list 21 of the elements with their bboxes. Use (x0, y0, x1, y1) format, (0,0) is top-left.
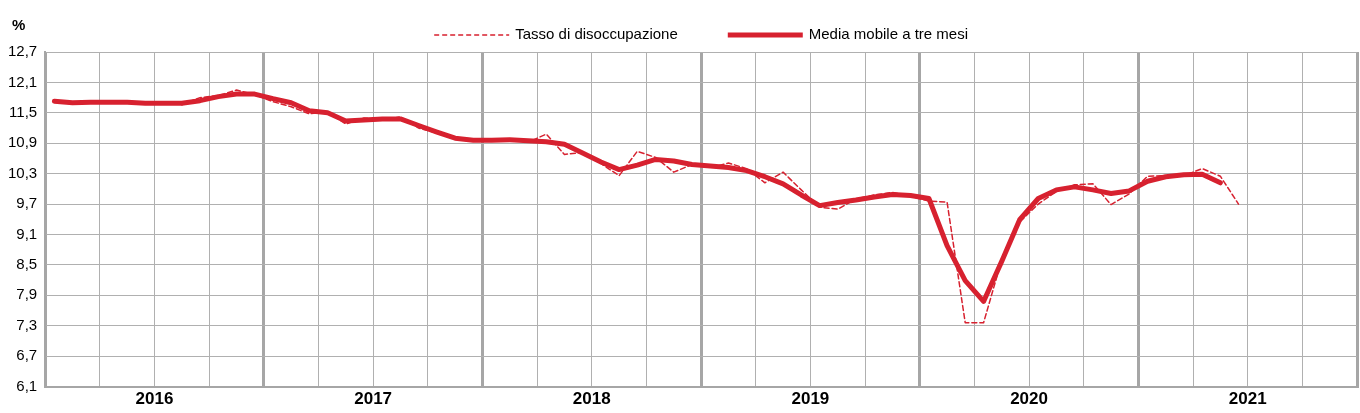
legend-label: Tasso di disoccupazione (515, 25, 678, 43)
y-tick-label: 6,1 (16, 376, 38, 394)
x-tick-label: 2019 (791, 389, 830, 409)
y-tick-label: 8,5 (16, 255, 38, 273)
y-tick-label: 10,9 (7, 133, 38, 151)
y-tick-label: 11,5 (9, 102, 38, 120)
y-tick-label: 7,9 (16, 285, 38, 303)
y-tick-label: 6,7 (16, 346, 38, 364)
y-tick-label: 10,3 (7, 163, 38, 181)
y-tick-label: 12,7 (7, 42, 38, 60)
y-tick-label: 12,1 (7, 72, 38, 90)
y-tick-label: 9,1 (16, 224, 38, 242)
y-tick-label: 7,3 (16, 315, 38, 333)
y-tick-label: 9,7 (16, 194, 38, 212)
x-tick-label: 2017 (354, 389, 393, 409)
x-tick-label: 2016 (135, 389, 174, 409)
y-axis-title: % (12, 16, 26, 34)
x-tick-label: 2018 (572, 389, 611, 409)
x-tick-label: 2020 (1010, 389, 1048, 409)
x-tick-label: 2021 (1228, 389, 1267, 409)
legend-label: Media mobile a tre mesi (808, 25, 969, 43)
